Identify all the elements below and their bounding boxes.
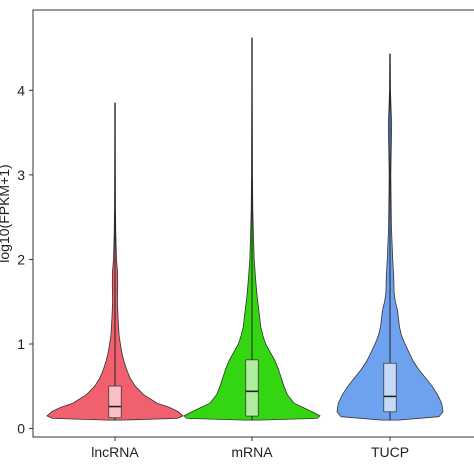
y-tick-label: 2 (17, 251, 25, 267)
x-axis: lncRNA mRNA TUCP (91, 437, 409, 460)
plot-area (32, 9, 474, 438)
panel-border (32, 9, 474, 438)
y-tick-label: 0 (17, 421, 25, 437)
y-tick-label: 4 (17, 82, 25, 98)
y-tick-label: 3 (17, 167, 25, 183)
x-tick-label: lncRNA (91, 444, 139, 460)
y-tick-label: 1 (17, 336, 25, 352)
y-axis: 0 1 2 3 4 (17, 82, 33, 437)
box-fill-mrna (246, 360, 258, 416)
x-tick-label: TUCP (371, 444, 409, 460)
box-fill-tucp (384, 363, 396, 412)
x-tick-label: mRNA (231, 444, 273, 460)
y-axis-title: log10(FPKM+1) (0, 164, 12, 262)
box-fill-lncrna (109, 386, 121, 418)
